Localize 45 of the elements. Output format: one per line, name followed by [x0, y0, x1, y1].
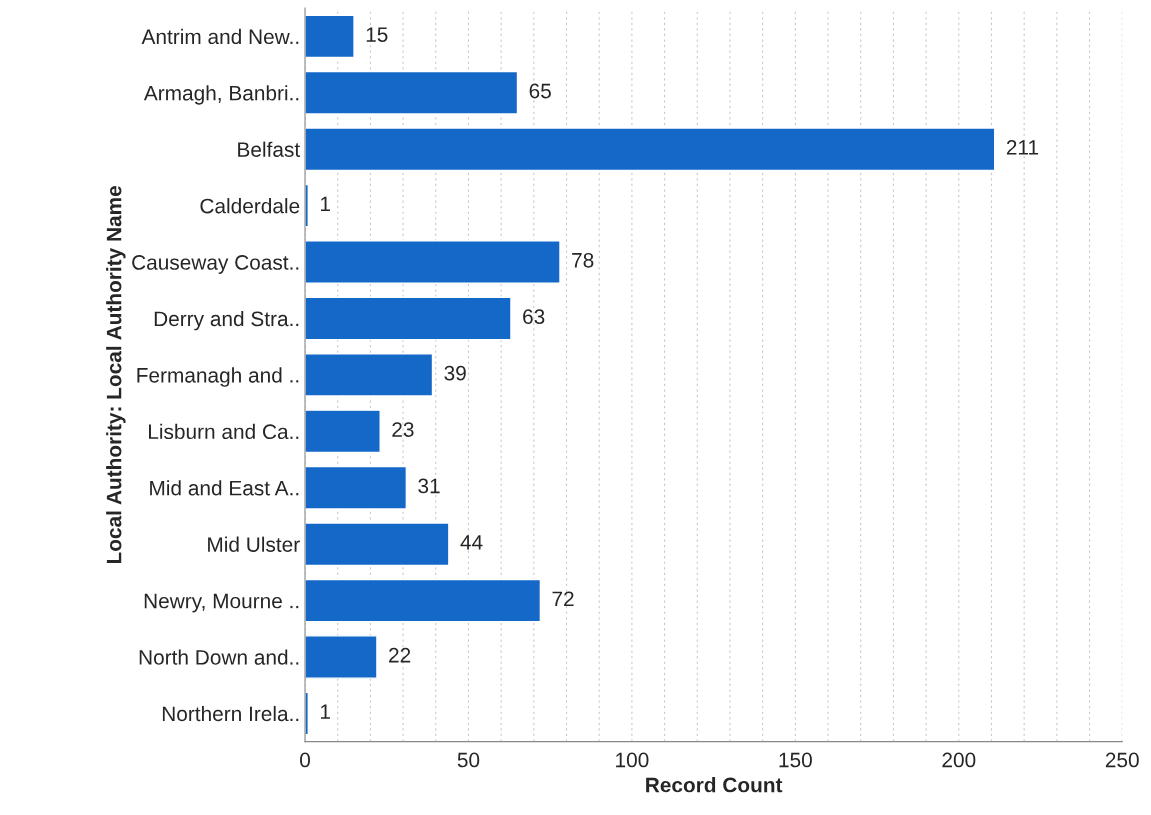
bar: [305, 465, 408, 510]
bar: [305, 522, 450, 567]
y-tick-label: Mid Ulster: [208, 536, 300, 552]
y-tick-label: Armagh, Banbri..: [143, 85, 299, 105]
y-tick-label: Newry, Mourne ..: [144, 593, 299, 613]
data-label: 22: [389, 647, 411, 663]
data-label: 63: [523, 309, 545, 325]
x-tick-label: 0: [300, 752, 310, 768]
y-tick-label: Antrim and New..: [141, 28, 299, 45]
data-label: 15: [366, 27, 388, 42]
y-tick-label: North Down and..: [139, 649, 299, 665]
data-label: 211: [1006, 140, 1039, 155]
bar: [305, 635, 378, 679]
y-tick-label: Mid and East A..: [150, 480, 299, 496]
bar: [305, 296, 512, 341]
data-label: 72: [552, 591, 574, 606]
x-tick-label: 150: [779, 752, 812, 768]
y-tick-label: Belfast: [238, 141, 300, 157]
data-label: 1: [320, 196, 330, 212]
data-label: 1: [320, 704, 330, 719]
data-label: 78: [572, 252, 594, 268]
bar: [305, 578, 542, 623]
y-axis-title: Local Authority: Local Authority Name: [106, 185, 126, 564]
y-tick-label: Fermanagh and ..: [137, 367, 299, 387]
bar: [305, 70, 519, 115]
data-label: 44: [460, 535, 483, 550]
y-tick-label: Causeway Coast..: [132, 255, 299, 274]
data-label: 31: [418, 478, 440, 494]
data-label: 23: [392, 422, 414, 437]
x-tick-label: 200: [942, 752, 976, 768]
y-tick-label: Northern Irela..: [162, 705, 299, 722]
bar: [305, 127, 996, 172]
y-tick-label: Calderdale: [200, 198, 300, 214]
x-tick-label: 100: [616, 752, 649, 768]
x-tick-label: 250: [1105, 752, 1139, 768]
x-tick-label: 50: [457, 752, 480, 768]
x-axis-title: Record Count: [646, 777, 783, 793]
y-tick-label: Derry and Stra..: [154, 310, 299, 331]
bar: [305, 14, 355, 59]
data-label: 65: [529, 83, 551, 99]
bar: [305, 240, 561, 284]
y-tick-label: Lisburn and Ca..: [149, 423, 299, 440]
bar: [305, 353, 434, 397]
data-label: 39: [444, 365, 466, 381]
bar: [305, 409, 381, 454]
